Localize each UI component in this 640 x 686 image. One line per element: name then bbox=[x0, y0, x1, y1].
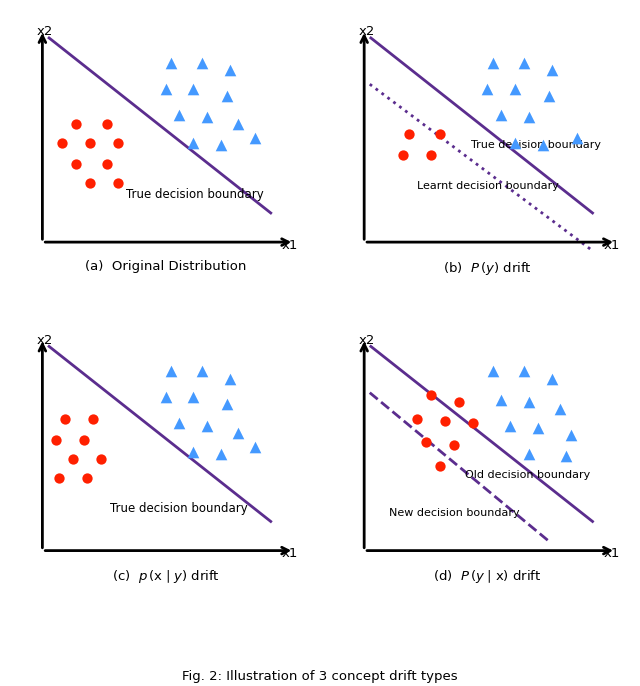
Point bbox=[496, 109, 506, 120]
Point bbox=[88, 413, 98, 424]
Text: True decision boundary: True decision boundary bbox=[470, 141, 600, 150]
Point bbox=[113, 178, 123, 189]
Point bbox=[51, 434, 61, 445]
Point bbox=[71, 119, 81, 130]
Point bbox=[174, 109, 184, 120]
Text: x1: x1 bbox=[282, 239, 298, 252]
Point bbox=[102, 159, 112, 170]
Point bbox=[496, 394, 506, 405]
Text: (d)  $P\,(y\mid\mathrm{x})$ drift: (d) $P\,(y\mid\mathrm{x})$ drift bbox=[433, 568, 541, 585]
Point bbox=[196, 366, 207, 377]
Text: Learnt decision boundary: Learnt decision boundary bbox=[417, 180, 559, 191]
Point bbox=[482, 84, 492, 95]
Point bbox=[547, 64, 557, 75]
Point bbox=[188, 446, 198, 457]
Point bbox=[233, 427, 243, 438]
Point bbox=[202, 112, 212, 123]
Point bbox=[102, 119, 112, 130]
Point bbox=[488, 58, 498, 69]
Point bbox=[54, 472, 64, 483]
Point bbox=[524, 397, 534, 407]
Point bbox=[96, 453, 106, 464]
Point bbox=[79, 434, 90, 445]
Text: (a)  Original Distribution: (a) Original Distribution bbox=[85, 260, 246, 272]
Point bbox=[532, 423, 543, 434]
Point bbox=[488, 366, 498, 377]
Point bbox=[225, 64, 235, 75]
Point bbox=[216, 449, 227, 460]
Point bbox=[412, 413, 422, 424]
Point bbox=[435, 128, 445, 139]
Point bbox=[85, 138, 95, 149]
Point bbox=[71, 159, 81, 170]
Point bbox=[166, 58, 176, 69]
Point bbox=[250, 133, 260, 144]
Point bbox=[449, 439, 459, 450]
Text: x2: x2 bbox=[358, 25, 375, 38]
Text: x2: x2 bbox=[36, 25, 53, 38]
Point bbox=[555, 403, 565, 414]
Point bbox=[196, 58, 207, 69]
Text: x2: x2 bbox=[358, 334, 375, 347]
Point bbox=[82, 472, 92, 483]
Text: x1: x1 bbox=[282, 547, 298, 560]
Point bbox=[57, 138, 67, 149]
Point bbox=[538, 140, 548, 151]
Point bbox=[113, 138, 123, 149]
Point bbox=[544, 91, 554, 102]
Text: Fig. 2: Illustration of 3 concept drift types: Fig. 2: Illustration of 3 concept drift … bbox=[182, 670, 458, 683]
Point bbox=[225, 373, 235, 384]
Text: x1: x1 bbox=[604, 239, 620, 252]
Point bbox=[222, 91, 232, 102]
Point bbox=[174, 418, 184, 429]
Point bbox=[547, 373, 557, 384]
Point bbox=[420, 437, 431, 448]
Point bbox=[518, 366, 529, 377]
Point bbox=[566, 429, 577, 440]
Point bbox=[188, 138, 198, 149]
Text: Old decision boundary: Old decision boundary bbox=[465, 470, 590, 480]
Point bbox=[440, 416, 451, 427]
Point bbox=[518, 58, 529, 69]
Text: x2: x2 bbox=[36, 334, 53, 347]
Point bbox=[85, 178, 95, 189]
Text: x1: x1 bbox=[604, 547, 620, 560]
Point bbox=[510, 138, 520, 149]
Point bbox=[561, 451, 571, 462]
Point bbox=[524, 449, 534, 460]
Point bbox=[161, 84, 171, 95]
Point bbox=[68, 453, 78, 464]
Point bbox=[161, 392, 171, 403]
Point bbox=[435, 460, 445, 471]
Point bbox=[572, 133, 582, 144]
Point bbox=[188, 392, 198, 403]
Point bbox=[202, 421, 212, 431]
Point bbox=[60, 413, 70, 424]
Point bbox=[504, 421, 515, 431]
Point bbox=[398, 150, 408, 161]
Text: (c)  $p\,(\mathrm{x}\mid y)$ drift: (c) $p\,(\mathrm{x}\mid y)$ drift bbox=[111, 568, 220, 585]
Text: New decision boundary: New decision boundary bbox=[389, 508, 520, 518]
Point bbox=[216, 140, 227, 151]
Text: True decision boundary: True decision boundary bbox=[109, 501, 247, 514]
Point bbox=[524, 112, 534, 123]
Point bbox=[166, 366, 176, 377]
Point bbox=[404, 128, 414, 139]
Point bbox=[250, 441, 260, 452]
Text: True decision boundary: True decision boundary bbox=[126, 189, 264, 202]
Point bbox=[222, 399, 232, 410]
Point bbox=[510, 84, 520, 95]
Point bbox=[468, 418, 479, 429]
Point bbox=[454, 397, 465, 407]
Point bbox=[426, 390, 436, 401]
Point bbox=[426, 150, 436, 161]
Text: (b)  $P\,(y)$ drift: (b) $P\,(y)$ drift bbox=[443, 260, 532, 276]
Point bbox=[233, 119, 243, 130]
Point bbox=[188, 84, 198, 95]
